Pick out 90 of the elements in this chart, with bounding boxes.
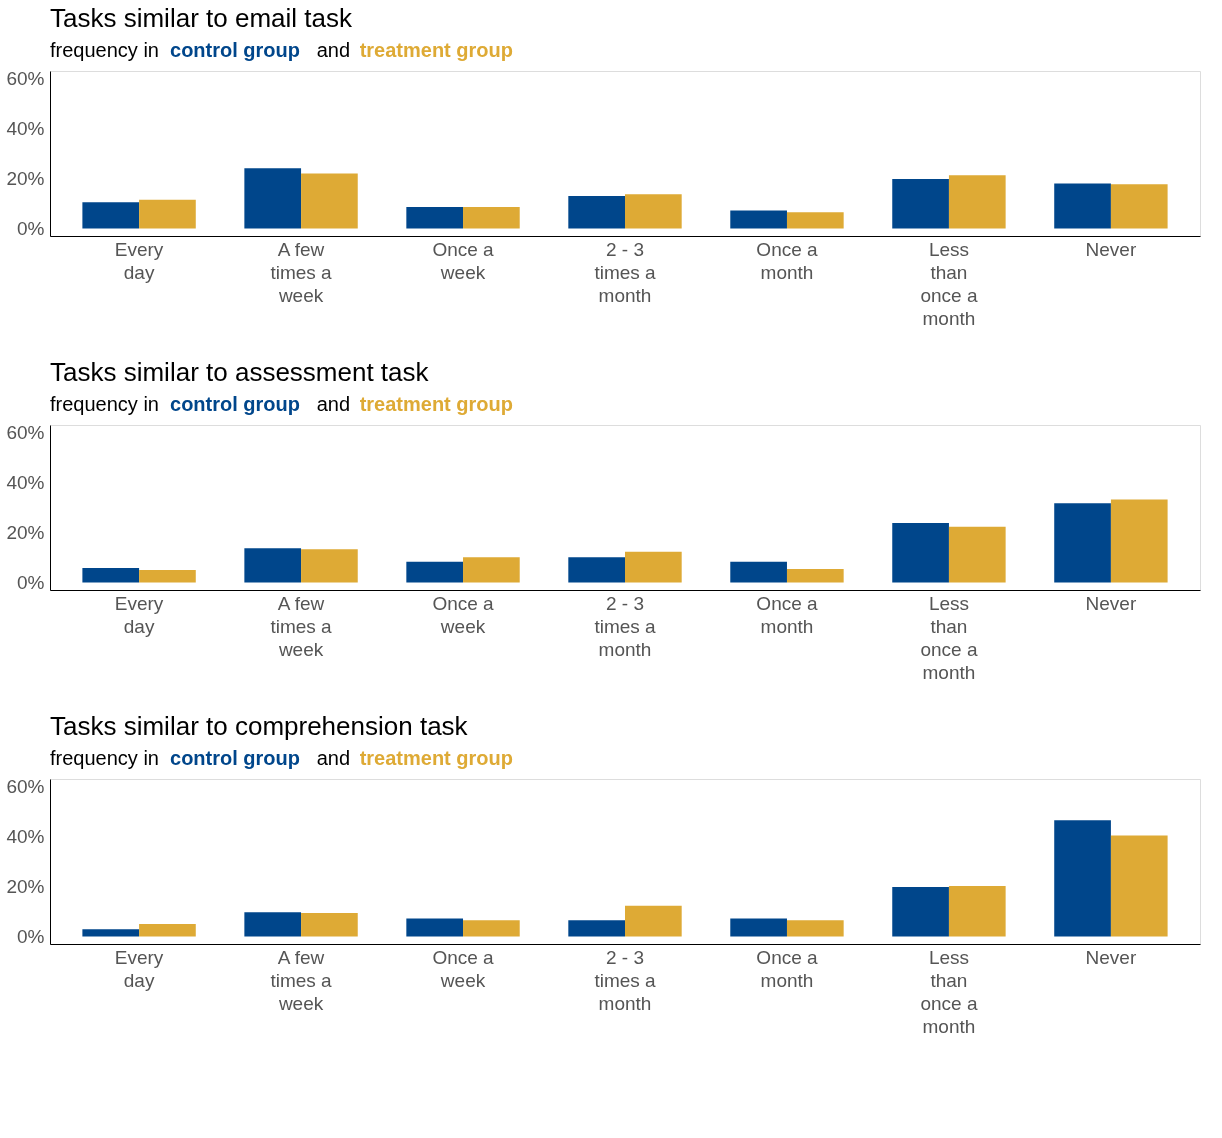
x-tick-label: Once a month [756,946,819,991]
y-tick-label: 0% [17,926,45,947]
bar [1110,499,1168,583]
text: and [316,39,351,61]
chart-title: Tasks similar to email task [50,3,353,33]
text: and [316,747,351,769]
bar [1054,503,1111,583]
bar [568,920,625,937]
text: treatment group [359,39,513,61]
bar [463,557,520,583]
x-tick-label: Less than once a month [920,946,978,1037]
bar [948,886,1006,937]
x-tick-label: Once a month [756,592,819,637]
text: frequency in [50,747,159,769]
bar [244,168,302,229]
y-tick-label: 0% [17,572,45,593]
x-tick-label: Once a week [432,592,495,637]
bar [1110,184,1168,229]
x-tick-label: Never [1085,946,1137,968]
y-tick-label: 0% [17,218,45,239]
bar [730,561,787,583]
bar [892,523,949,583]
bar [406,918,464,937]
y-tick-label: 40% [6,472,45,493]
bar [786,920,844,937]
x-tick-label: Every day [114,592,164,637]
x-tick-label: Less than once a month [920,238,978,329]
x-tick-label: Never [1085,592,1137,614]
bar [1110,835,1168,937]
x-tick-label: Once a month [756,238,819,283]
bar [244,912,302,937]
bar [301,913,358,937]
text: treatment group [359,393,513,415]
x-tick-label: Less than once a month [920,592,978,683]
text: and [316,393,351,415]
bar [82,202,140,229]
bar [730,210,787,229]
bar [786,212,844,229]
chart-title: Tasks similar to comprehension task [50,711,469,741]
x-tick-label: Never [1085,238,1137,260]
bar [406,207,464,229]
y-tick-label: 20% [6,522,45,543]
bar [625,905,682,937]
text: control group [170,39,300,61]
x-tick-label: Once a week [432,946,495,991]
x-tick-label: A few times a week [270,592,333,660]
y-tick-label: 40% [6,118,45,139]
bar [463,207,520,229]
bar [463,920,520,937]
text: control group [170,747,300,769]
x-tick-label: Every day [114,946,164,991]
y-tick-label: 20% [6,168,45,189]
y-tick-label: 60% [6,776,45,797]
bar [244,548,302,583]
bar [406,561,464,583]
bar [948,526,1006,583]
bar [301,173,358,229]
bar [730,918,787,937]
text: frequency in [50,393,159,415]
y-tick-label: 20% [6,876,45,897]
bar [82,929,140,937]
bar [892,179,949,229]
x-tick-label: 2 - 3 times a month [594,238,657,306]
bar [1054,820,1111,937]
bar [625,551,682,583]
chart-title: Tasks similar to assessment task [50,357,430,387]
bar [139,199,196,229]
y-tick-label: 60% [6,68,45,89]
x-tick-label: A few times a week [270,946,333,1014]
y-tick-label: 40% [6,826,45,847]
bar [139,924,196,937]
text: frequency in [50,39,159,61]
bar [139,570,196,583]
x-tick-label: Every day [114,238,164,283]
text: treatment group [359,747,513,769]
y-tick-label: 60% [6,422,45,443]
bar [1054,183,1111,229]
bar [568,557,625,583]
bar [786,569,844,583]
bar [82,568,140,583]
x-tick-label: 2 - 3 times a month [594,946,657,1014]
x-tick-label: Once a week [432,238,495,283]
x-tick-label: A few times a week [270,238,333,306]
x-tick-label: 2 - 3 times a month [594,592,657,660]
bar [568,196,625,229]
bar [892,887,949,937]
bar [948,175,1006,229]
text: control group [170,393,300,415]
bar [301,549,358,583]
bar [625,194,682,229]
